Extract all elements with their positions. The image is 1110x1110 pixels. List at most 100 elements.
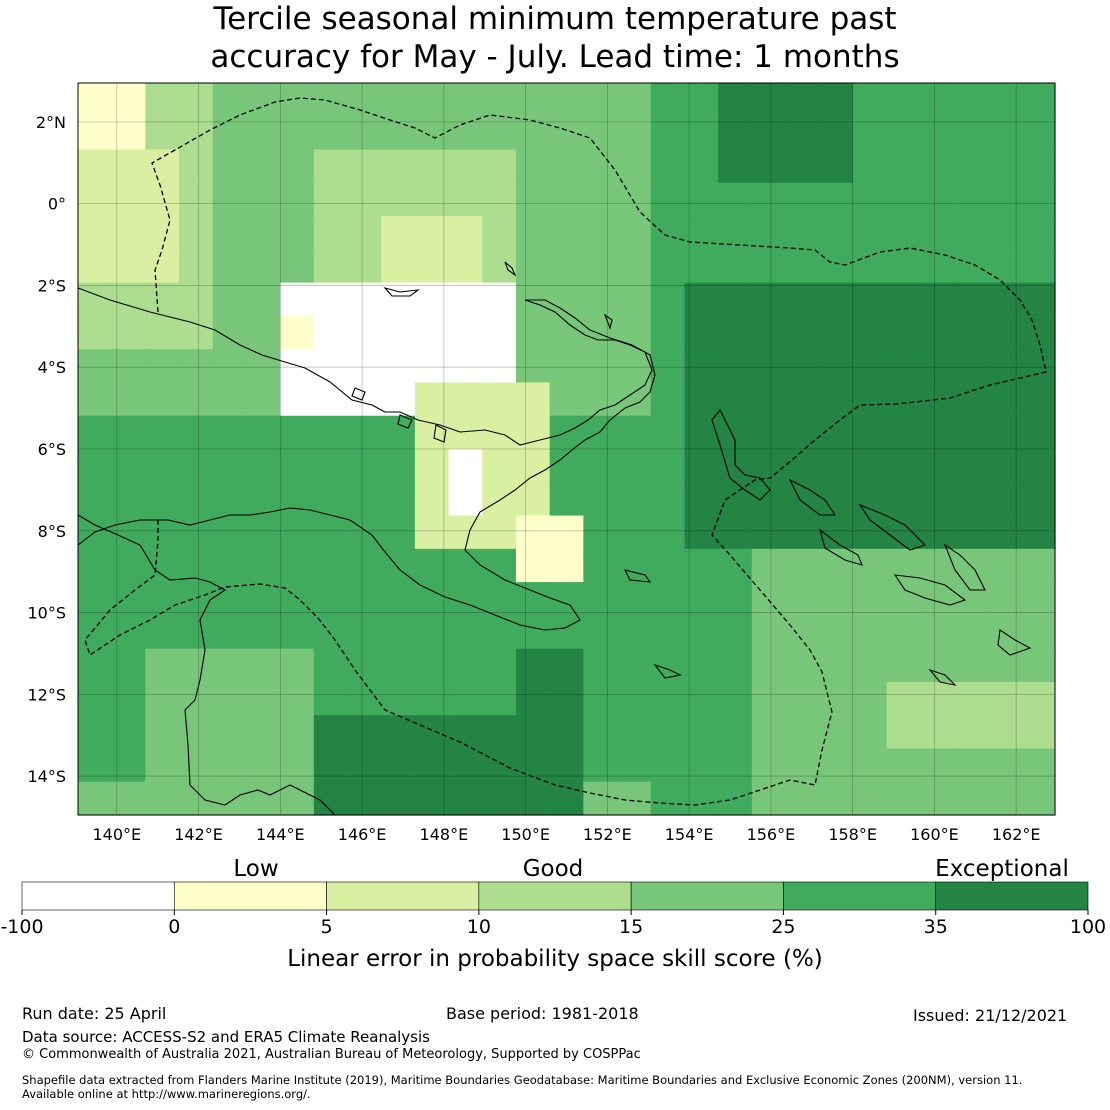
grid-cell: [414, 781, 450, 816]
grid-cell: [381, 249, 416, 284]
grid-cell: [650, 382, 686, 417]
grid-cell: [280, 582, 315, 616]
colorbar-segment: [630, 881, 784, 911]
graticule: [78, 83, 1055, 815]
grid-cell: [1021, 216, 1056, 250]
grid-cell: [785, 582, 820, 616]
colorbar-tick-label: 35: [924, 916, 948, 938]
grid-cell: [617, 449, 652, 483]
grid-cell: [313, 748, 349, 783]
grid-cell: [617, 282, 652, 317]
grid-cell: [347, 781, 382, 816]
skill-grid: [78, 83, 1056, 816]
grid-cell: [212, 449, 248, 483]
grid-cell: [583, 515, 618, 550]
grid-cell: [515, 781, 551, 816]
grid-cell: [145, 249, 180, 284]
grid-cell: [145, 482, 180, 517]
grid-cell: [819, 249, 854, 284]
grid-cell: [751, 648, 787, 683]
grid-cell: [414, 648, 450, 683]
grid-cell: [785, 748, 820, 783]
grid-cell: [515, 83, 551, 117]
grid-cell: [583, 349, 618, 384]
grid-cell: [549, 282, 584, 317]
grid-cell: [246, 415, 281, 450]
grid-cell: [987, 415, 1022, 450]
grid-cell: [751, 182, 787, 217]
grid-cell: [179, 748, 214, 783]
grid-cell: [482, 781, 517, 816]
grid-cell: [515, 482, 551, 517]
grid-cell: [515, 449, 551, 483]
grid-cell: [212, 515, 248, 550]
grid-cell: [886, 781, 921, 816]
grid-cell: [987, 449, 1022, 483]
grid-cell: [246, 548, 281, 583]
grid-cell: [482, 715, 517, 750]
grid-cell: [751, 349, 787, 384]
grid-cell: [718, 748, 753, 783]
grid-cell: [920, 715, 955, 750]
grid-cell: [785, 681, 820, 716]
grid-cell: [785, 116, 820, 151]
grid-cell: [953, 681, 989, 716]
grid-cell: [886, 449, 921, 483]
grid-cell: [280, 382, 315, 417]
grid-cell: [246, 715, 281, 750]
data-source: Data source: ACCESS-S2 and ERA5 Climate …: [22, 1028, 430, 1046]
grid-cell: [751, 715, 787, 750]
grid-cell: [145, 648, 180, 683]
grid-cell: [381, 315, 416, 350]
grid-cell: [852, 615, 888, 650]
longitude-label: 144°E: [256, 825, 305, 844]
grid-cell: [751, 548, 787, 583]
grid-cell: [751, 781, 787, 816]
base-period: Base period: 1981-2018: [446, 1004, 639, 1023]
grid-cell: [212, 582, 248, 616]
grid-cell: [583, 781, 618, 816]
grid-cell: [280, 715, 315, 750]
grid-cell: [212, 548, 248, 583]
grid-cell: [515, 715, 551, 750]
grid-cell: [920, 615, 955, 650]
grid-cell: [987, 182, 1022, 217]
grid-cell: [313, 681, 349, 716]
grid-cell: [886, 116, 921, 151]
grid-cell: [448, 582, 483, 616]
grid-cell: [179, 249, 214, 284]
grid-cell: [718, 648, 753, 683]
grid-cell: [852, 681, 888, 716]
grid-cell: [819, 781, 854, 816]
grid-cell: [852, 449, 888, 483]
grid-cell: [1021, 83, 1056, 117]
grid-cell: [448, 282, 483, 317]
grid-cell: [819, 449, 854, 483]
grid-cell: [852, 582, 888, 616]
grid-cell: [650, 282, 686, 317]
grid-cell: [482, 648, 517, 683]
grid-cell: [852, 116, 888, 151]
grid-cell: [886, 249, 921, 284]
grid-cell: [1021, 648, 1056, 683]
grid-cell: [381, 216, 416, 250]
grid-cell: [313, 648, 349, 683]
longitude-label: 152°E: [583, 825, 632, 844]
grid-cell: [684, 83, 719, 117]
grid-cell: [145, 116, 180, 151]
grid-cell: [549, 515, 584, 550]
grid-cell: [448, 249, 483, 284]
grid-cell: [650, 415, 686, 450]
grid-cell: [987, 482, 1022, 517]
grid-cell: [246, 182, 281, 217]
grid-cell: [718, 582, 753, 616]
grid-cell: [381, 116, 416, 151]
grid-cell: [886, 482, 921, 517]
coastlines: [77, 261, 1032, 816]
grid-cell: [819, 681, 854, 716]
grid-cell: [482, 748, 517, 783]
grid-cell: [482, 149, 517, 184]
grid-cell: [852, 216, 888, 250]
grid-cell: [246, 781, 281, 816]
grid-cell: [212, 415, 248, 450]
